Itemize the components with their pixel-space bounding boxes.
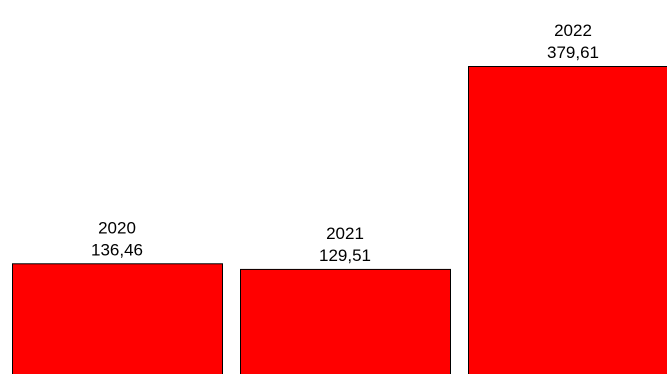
bar-2021 <box>240 268 451 374</box>
category-label-2020: 2020 <box>98 218 136 237</box>
value-label-2022: 379,61 <box>547 43 599 62</box>
value-label-2020: 136,46 <box>91 240 143 259</box>
labels-group: 2020 136,46 2021 129,51 2022 379,61 <box>91 21 599 265</box>
bars-group <box>12 66 667 374</box>
category-label-2022: 2022 <box>554 21 592 40</box>
value-label-2021: 129,51 <box>319 246 371 265</box>
bar-2020 <box>12 263 223 374</box>
category-label-2021: 2021 <box>326 224 364 243</box>
bar-2022 <box>468 66 667 374</box>
